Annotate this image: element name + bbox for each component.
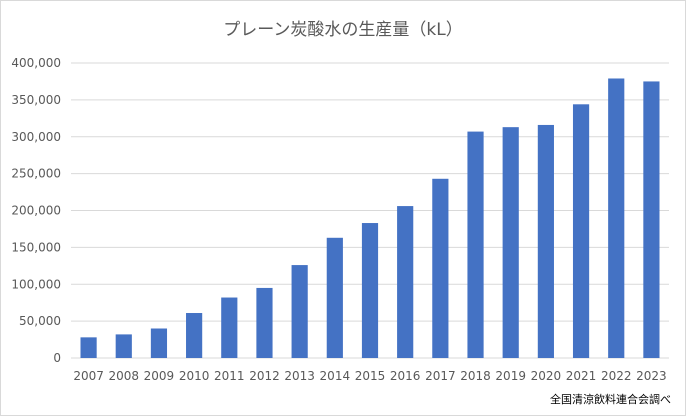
- chart-title: プレーン炭酸水の生産量（kL）: [223, 20, 462, 40]
- x-tick-label: 2009: [144, 369, 175, 383]
- y-tick-label: 200,000: [11, 204, 61, 218]
- gridlines: [71, 62, 669, 359]
- y-tick-label: 0: [53, 351, 61, 365]
- x-tick-label: 2007: [73, 369, 104, 383]
- x-tick-label: 2017: [425, 369, 456, 383]
- bar: [80, 337, 97, 358]
- bars: [80, 78, 660, 359]
- x-tick-label: 2020: [531, 369, 562, 383]
- bar: [572, 104, 590, 358]
- x-tick-label: 2008: [108, 369, 139, 383]
- x-axis-ticks: 2007 2008 2009 2010 2011 2012 2013 2014 2015 2016…: [73, 369, 666, 383]
- bar: [502, 127, 519, 358]
- bar: [608, 78, 625, 359]
- bar: [326, 237, 343, 358]
- y-tick-label: 350,000: [11, 93, 61, 107]
- x-tick-label: 2013: [284, 369, 315, 383]
- y-tick-label: 300,000: [11, 130, 61, 144]
- bar: [643, 81, 660, 358]
- bar: [150, 328, 168, 358]
- x-tick-label: 2018: [460, 369, 491, 383]
- x-tick-label: 2011: [214, 369, 245, 383]
- bar: [115, 334, 132, 358]
- bar: [291, 265, 308, 358]
- bar: [432, 178, 449, 358]
- x-tick-label: 2022: [601, 369, 632, 383]
- y-tick-label: 150,000: [11, 240, 61, 254]
- source-note: 全国清涼飲料連合会調べ: [550, 392, 671, 406]
- bar: [397, 206, 414, 358]
- x-tick-label: 2016: [390, 369, 421, 383]
- bar: [221, 297, 238, 358]
- y-tick-label: 400,000: [11, 56, 61, 70]
- bar: [186, 313, 203, 358]
- x-tick-label: 2023: [636, 369, 667, 383]
- bar: [361, 223, 379, 358]
- y-axis-ticks: 0 50,000 100,000 150,000 200,000 250,000 300,0…: [11, 56, 61, 365]
- bar: [256, 287, 273, 358]
- bar: [467, 131, 484, 358]
- x-tick-label: 2015: [355, 369, 386, 383]
- bar: [537, 124, 554, 358]
- x-tick-label: 2014: [320, 369, 351, 383]
- x-tick-label: 2019: [495, 369, 526, 383]
- y-tick-label: 100,000: [11, 277, 61, 291]
- y-tick-label: 250,000: [11, 167, 61, 181]
- y-tick-label: 50,000: [19, 314, 61, 328]
- x-tick-label: 2021: [566, 369, 597, 383]
- x-tick-label: 2012: [249, 369, 280, 383]
- x-tick-label: 2010: [179, 369, 210, 383]
